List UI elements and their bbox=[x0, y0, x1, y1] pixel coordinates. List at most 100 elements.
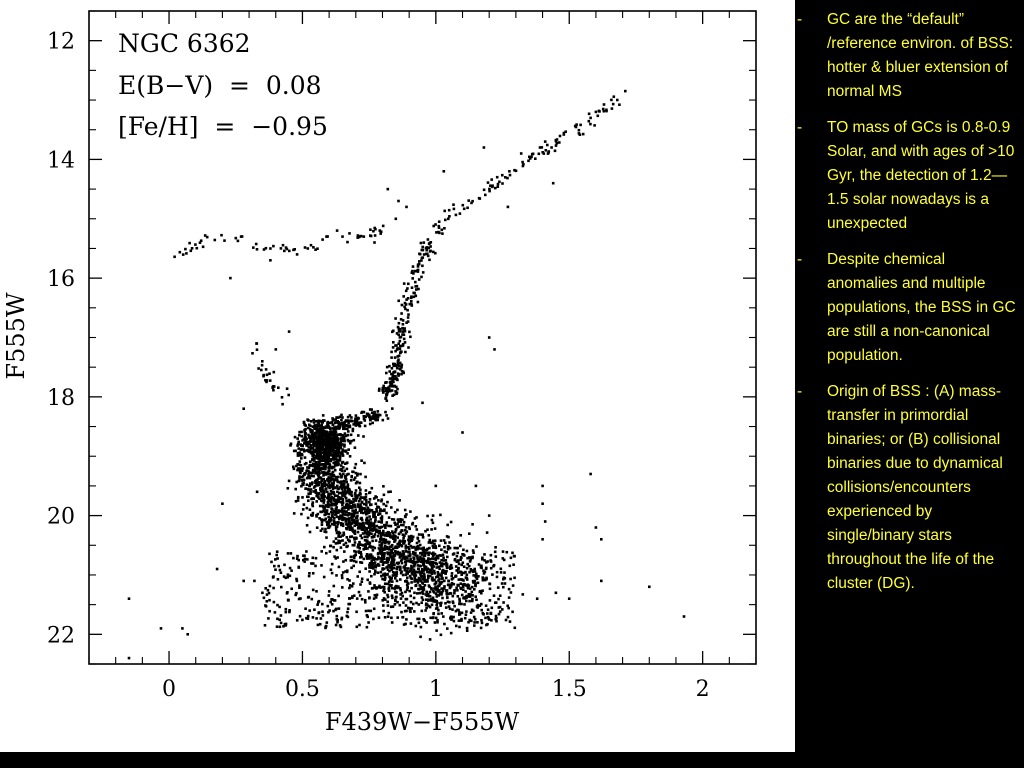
field-star bbox=[242, 579, 245, 583]
subgiant-star bbox=[334, 418, 337, 421]
main-sequence-star bbox=[380, 574, 383, 578]
main-sequence-star bbox=[304, 487, 308, 490]
main-sequence-star bbox=[298, 475, 301, 478]
faint-star bbox=[295, 577, 298, 581]
main-sequence-star bbox=[323, 545, 326, 549]
subgiant-star bbox=[384, 410, 387, 414]
red-giant-star bbox=[392, 341, 395, 344]
main-sequence-star bbox=[328, 465, 331, 469]
main-sequence-star bbox=[453, 591, 456, 595]
main-sequence-star bbox=[480, 608, 483, 612]
subgiant-star bbox=[318, 432, 322, 435]
main-sequence-star bbox=[328, 486, 331, 490]
faint-star bbox=[370, 566, 374, 569]
note-text: Despite chemical anomalies and multiple … bbox=[827, 251, 1016, 364]
main-sequence-star bbox=[446, 555, 449, 559]
axis-ticks bbox=[88, 10, 757, 665]
horizontal-branch-star bbox=[374, 227, 377, 231]
main-sequence-star bbox=[343, 445, 346, 448]
main-sequence-star bbox=[363, 532, 367, 535]
main-sequence-star bbox=[334, 542, 338, 545]
faint-star bbox=[386, 582, 390, 586]
red-giant-star bbox=[384, 381, 387, 384]
red-giant-star bbox=[392, 393, 396, 397]
faint-star bbox=[336, 620, 339, 624]
red-giant-star bbox=[391, 375, 394, 379]
main-sequence-star bbox=[319, 442, 322, 446]
main-sequence-star bbox=[322, 474, 325, 477]
main-sequence-star bbox=[372, 535, 375, 538]
main-sequence-star bbox=[307, 499, 310, 502]
main-sequence-star bbox=[325, 487, 328, 490]
faint-star bbox=[469, 556, 472, 559]
red-giant-star bbox=[537, 152, 541, 156]
subgiant-star bbox=[375, 413, 379, 416]
main-sequence-star bbox=[396, 550, 400, 554]
main-sequence-star bbox=[358, 509, 362, 513]
red-giant-star bbox=[402, 282, 406, 285]
main-sequence-star bbox=[308, 508, 312, 511]
main-sequence-star bbox=[419, 579, 423, 583]
main-sequence-star bbox=[326, 496, 329, 500]
main-sequence-star bbox=[374, 565, 378, 569]
main-sequence-star bbox=[354, 494, 357, 498]
main-sequence-star bbox=[380, 531, 384, 535]
red-giant-star bbox=[555, 141, 559, 145]
main-sequence-star bbox=[443, 579, 446, 583]
y-tick-label: 20 bbox=[47, 505, 75, 530]
faint-star bbox=[457, 578, 461, 581]
main-sequence-star bbox=[422, 554, 426, 558]
main-sequence-star bbox=[322, 452, 326, 456]
main-sequence-star bbox=[439, 554, 443, 557]
red-giant-star bbox=[383, 387, 387, 390]
main-sequence-star bbox=[309, 460, 312, 463]
red-giant-star bbox=[394, 317, 397, 320]
faint-star bbox=[485, 623, 488, 627]
main-sequence-star bbox=[356, 545, 360, 549]
field-star bbox=[543, 140, 547, 143]
main-sequence-star bbox=[425, 590, 428, 594]
red-giant-star bbox=[388, 385, 392, 388]
faint-star bbox=[486, 615, 490, 619]
blue-straggler-star bbox=[285, 387, 289, 390]
subgiant-star bbox=[351, 429, 355, 433]
field-star bbox=[461, 431, 464, 434]
main-sequence-star bbox=[315, 483, 318, 487]
red-giant-star bbox=[427, 242, 431, 246]
faint-star bbox=[360, 577, 364, 581]
main-sequence-star bbox=[441, 571, 444, 574]
main-sequence-star bbox=[324, 455, 328, 458]
main-sequence-star bbox=[408, 547, 411, 551]
annotation-cluster: NGC 6362 bbox=[118, 29, 251, 58]
main-sequence-star bbox=[344, 478, 348, 481]
main-sequence-star bbox=[347, 421, 350, 425]
main-sequence-star bbox=[327, 502, 330, 506]
main-sequence-star bbox=[341, 534, 344, 537]
main-sequence-star bbox=[348, 492, 351, 496]
main-sequence-star bbox=[356, 514, 359, 518]
red-giant-star bbox=[390, 372, 393, 376]
red-giant-star bbox=[399, 335, 403, 339]
red-giant-star bbox=[390, 350, 393, 354]
faint-star bbox=[385, 566, 388, 569]
faint-star bbox=[451, 600, 455, 603]
main-sequence-star bbox=[433, 539, 437, 542]
main-sequence-star bbox=[361, 496, 365, 499]
main-sequence-star bbox=[366, 533, 369, 536]
main-sequence-star bbox=[360, 555, 363, 559]
horizontal-branch-star bbox=[234, 236, 238, 240]
subgiant-star bbox=[358, 424, 362, 428]
main-sequence-star bbox=[423, 584, 427, 587]
main-sequence-star bbox=[337, 491, 341, 495]
red-giant-star bbox=[522, 163, 525, 166]
faint-star bbox=[268, 584, 272, 588]
main-sequence-star bbox=[321, 489, 324, 493]
main-sequence-star bbox=[325, 509, 329, 512]
main-sequence-star bbox=[417, 547, 421, 550]
main-sequence-star bbox=[319, 481, 322, 484]
main-sequence-star bbox=[420, 591, 424, 594]
main-sequence-star bbox=[438, 567, 441, 571]
faint-star bbox=[365, 614, 369, 617]
faint-star bbox=[405, 609, 408, 613]
faint-star bbox=[504, 618, 508, 622]
